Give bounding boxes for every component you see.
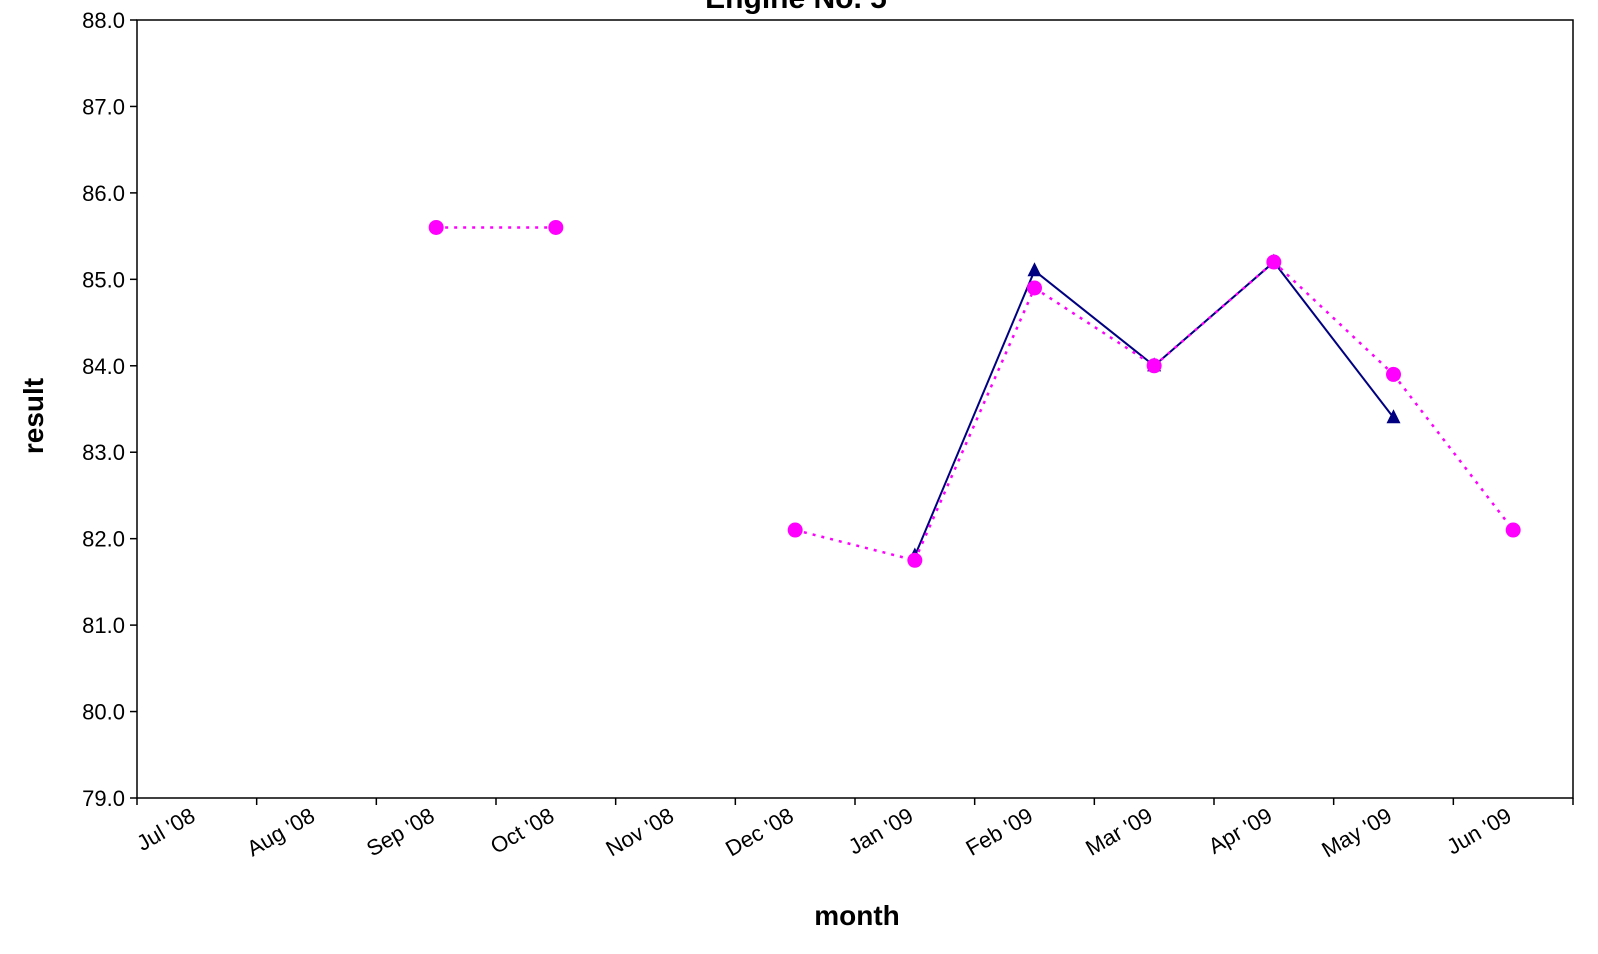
series-1 xyxy=(428,219,1521,568)
x-axis: Jul '08 Aug '08 Sep '08 Oct '08 Nov '08 Dec '… xyxy=(132,798,1574,863)
data-point xyxy=(1386,409,1401,424)
series-0 xyxy=(907,253,1401,562)
x-tick-label: Apr '09 xyxy=(1204,803,1276,859)
y-tick-label: 88.0 xyxy=(82,8,125,33)
y-tick-label: 85.0 xyxy=(82,267,125,292)
y-tick-label: 80.0 xyxy=(82,700,125,725)
y-tick-label: 83.0 xyxy=(82,440,125,465)
x-tick-label: Jul '08 xyxy=(132,803,199,856)
x-tick-label: Aug '08 xyxy=(242,803,319,862)
data-point xyxy=(1505,522,1521,538)
y-axis-title: result xyxy=(18,378,49,454)
plot-area xyxy=(136,19,1574,799)
data-point xyxy=(428,219,444,235)
x-tick-label: Feb '09 xyxy=(962,803,1037,861)
series-segment xyxy=(1033,286,1155,367)
y-tick-label: 82.0 xyxy=(82,527,125,552)
chart-title: Engine No. 5 xyxy=(705,0,887,15)
series-segment xyxy=(794,528,916,562)
data-point xyxy=(1027,280,1042,296)
series-segment xyxy=(1272,261,1395,376)
series-segment xyxy=(1392,373,1515,531)
data-point xyxy=(548,219,564,235)
series-segment xyxy=(1033,269,1155,367)
data-point xyxy=(1386,366,1401,382)
x-tick-label: Nov '08 xyxy=(601,803,678,862)
y-tick-label: 81.0 xyxy=(82,613,125,638)
x-axis-title: month xyxy=(814,900,900,931)
data-point xyxy=(1146,358,1162,374)
data-point xyxy=(1266,254,1282,270)
y-tick-label: 79.0 xyxy=(82,786,125,811)
data-point xyxy=(787,522,803,538)
plot-border xyxy=(136,19,1574,799)
series-segment xyxy=(1153,261,1275,367)
data-point xyxy=(1027,262,1042,277)
x-tick-label: Sep '08 xyxy=(362,803,439,862)
x-tick-label: Oct '08 xyxy=(486,803,558,859)
y-axis: 79.0 80.0 81.0 82.0 83.0 84.0 85.0 86.0 87.0 88.0 xyxy=(82,8,137,811)
x-tick-label: Jan '09 xyxy=(844,803,917,860)
x-tick-label: Dec '08 xyxy=(721,803,798,862)
series-segment xyxy=(913,270,1036,557)
y-tick-label: 87.0 xyxy=(82,94,125,119)
x-tick-label: May '09 xyxy=(1317,803,1396,863)
series-segment xyxy=(913,287,1036,561)
series-layer xyxy=(428,219,1521,568)
y-tick-label: 84.0 xyxy=(82,354,125,379)
x-tick-label: Mar '09 xyxy=(1081,803,1156,861)
data-point xyxy=(907,552,923,568)
series-segment xyxy=(1273,261,1395,419)
y-tick-label: 86.0 xyxy=(82,181,125,206)
x-tick-label: Jun '09 xyxy=(1442,803,1515,860)
